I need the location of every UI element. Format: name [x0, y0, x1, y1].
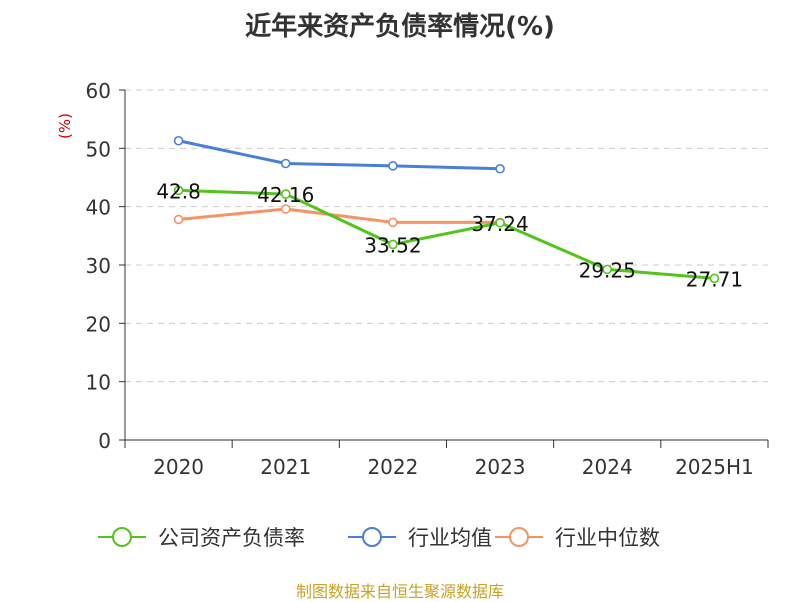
data-label: 27.71 [686, 267, 743, 291]
data-label: 37.24 [471, 212, 528, 236]
data-point [280, 158, 291, 169]
series-line [178, 139, 501, 171]
y-axis-label: (%) [56, 113, 74, 139]
legend-marker [112, 527, 132, 547]
x-tick-label: 2022 [367, 455, 418, 479]
legend-marker [509, 527, 529, 547]
y-tick-label: 20 [86, 312, 111, 336]
data-label: 42.8 [156, 179, 201, 203]
y-tick-label: 30 [86, 254, 111, 278]
y-tick-label: 0 [98, 429, 111, 453]
data-point [173, 185, 184, 196]
series-line [178, 207, 501, 224]
data-point [495, 163, 505, 174]
legend-label: 公司资产负债率 [158, 526, 305, 550]
y-tick-label: 50 [86, 137, 111, 161]
y-tick-label: 40 [86, 196, 111, 220]
chart-title: 近年来资产负债率情况(%) [245, 12, 555, 42]
data-point [709, 273, 720, 284]
data-point [280, 189, 291, 199]
data-point [388, 161, 398, 171]
data-label: 33.52 [364, 233, 421, 257]
series-line [178, 188, 715, 280]
data-point [495, 217, 505, 228]
x-tick-label: 2021 [260, 455, 311, 479]
x-tick-label: 2020 [153, 455, 204, 479]
legend-label: 行业中位数 [555, 526, 660, 550]
x-tick-label: 2023 [475, 455, 526, 479]
data-point [280, 204, 291, 214]
data-label: 29.25 [579, 258, 636, 282]
legend-marker [362, 527, 382, 547]
x-tick-label: 2025H1 [675, 455, 754, 479]
x-tick-label: 2024 [582, 455, 633, 479]
data-point [388, 217, 398, 228]
data-label: 42.16 [257, 183, 314, 207]
data-point [173, 135, 184, 146]
legend-label: 行业均值 [408, 526, 492, 550]
data-point [388, 239, 398, 250]
data-point [173, 214, 184, 225]
y-tick-label: 10 [86, 371, 111, 395]
data-point [602, 264, 613, 275]
y-tick-label: 60 [86, 79, 111, 103]
source-note: 制图数据来自恒生聚源数据库 [295, 582, 504, 601]
